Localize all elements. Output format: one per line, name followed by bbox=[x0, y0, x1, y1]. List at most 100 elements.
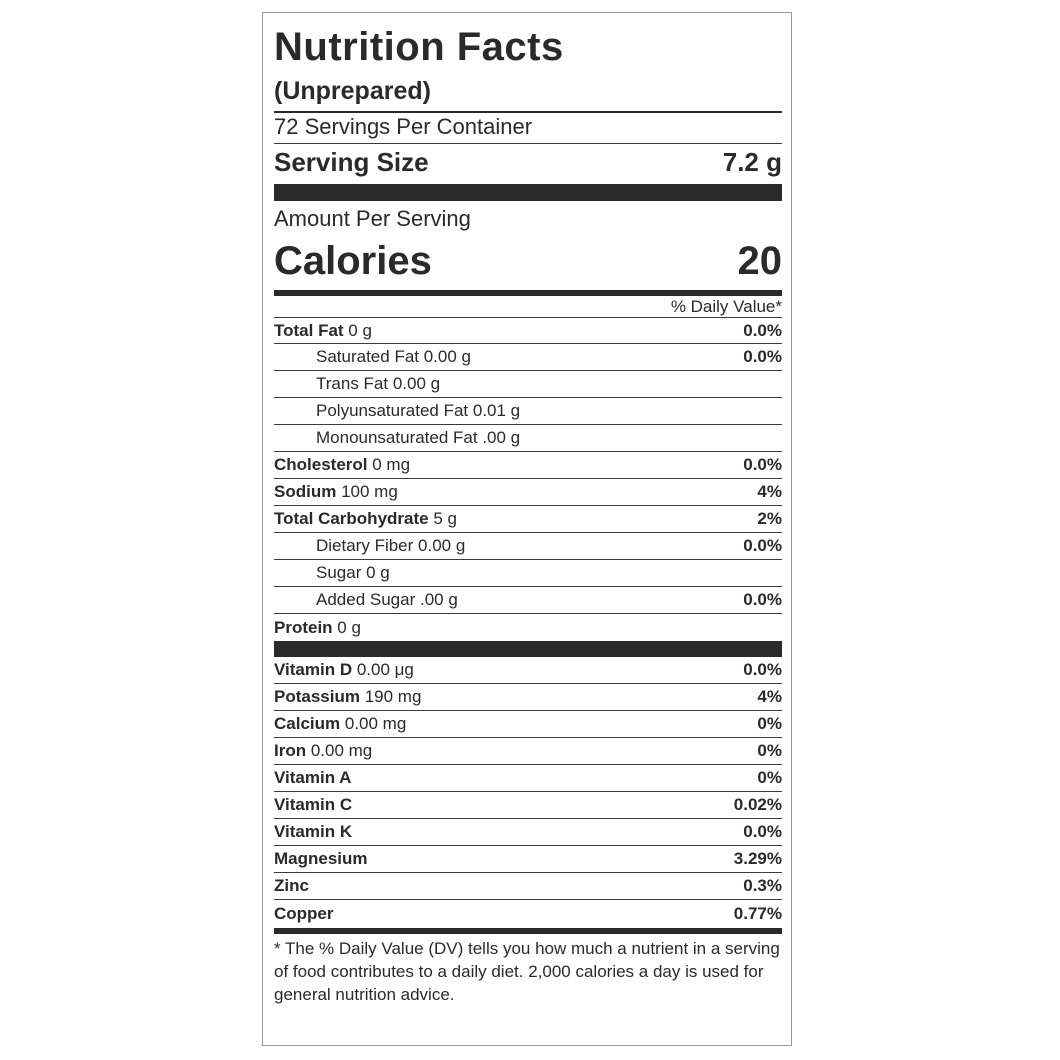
nutrient-name: Vitamin D 0.00 μg bbox=[274, 660, 414, 680]
label-subtitle: (Unprepared) bbox=[274, 77, 431, 105]
nutrient-daily-value: 0.77% bbox=[733, 903, 782, 923]
nutrient-label: Monounsaturated Fat .00 g bbox=[316, 428, 521, 447]
nutrient-daily-value: 4% bbox=[757, 687, 782, 706]
nutrient-label: Polyunsaturated Fat 0.01 g bbox=[316, 401, 521, 420]
nutrient-label: Protein bbox=[274, 617, 333, 637]
nutrient-name: Added Sugar .00 g bbox=[274, 590, 458, 610]
nutrient-name: Vitamin K bbox=[274, 822, 352, 842]
nutrient-daily-value: 2% bbox=[757, 509, 782, 528]
nutrient-daily-value: 0.0% bbox=[743, 347, 782, 366]
nutrient-daily-value: 3.29% bbox=[733, 849, 782, 868]
nutrient-name: Trans Fat 0.00 g bbox=[274, 374, 440, 394]
nutrient-row: Trans Fat 0.00 g bbox=[274, 371, 782, 398]
nutrient-row: Vitamin C 0.02% bbox=[274, 792, 782, 819]
nutrient-name: Vitamin C bbox=[274, 795, 352, 815]
nutrient-name: Copper bbox=[274, 904, 334, 924]
nutrient-label: Cholesterol bbox=[274, 455, 368, 474]
nutrient-label: Calcium bbox=[274, 714, 341, 733]
nutrient-label: Total Carbohydrate bbox=[274, 509, 429, 528]
nutrient-label: Vitamin K bbox=[274, 822, 353, 841]
nutrient-label: Vitamin D bbox=[274, 660, 353, 679]
nutrient-row: Vitamin A 0% bbox=[274, 765, 782, 792]
nutrient-daily-value: 0.0% bbox=[743, 320, 782, 340]
nutrient-name: Sodium 100 mg bbox=[274, 482, 398, 502]
amount-per-serving: Amount Per Serving bbox=[274, 206, 471, 231]
nutrient-amount: 0.00 mg bbox=[340, 714, 407, 733]
nutrient-row: Calcium 0.00 mg 0% bbox=[274, 711, 782, 738]
nutrient-name: Total Fat 0 g bbox=[274, 321, 372, 341]
nutrient-label: Vitamin C bbox=[274, 795, 353, 814]
nutrient-row: Sugar 0 g bbox=[274, 560, 782, 587]
nutrient-amount: 0 mg bbox=[367, 455, 411, 474]
calories-value: 20 bbox=[737, 239, 783, 283]
nutrient-name: Vitamin A bbox=[274, 768, 351, 788]
nutrient-daily-value: 0.02% bbox=[733, 795, 782, 814]
nutrient-row: Saturated Fat 0.00 g 0.0% bbox=[274, 344, 782, 371]
nutrient-amount: 0.00 mg bbox=[306, 741, 373, 760]
nutrient-name: Saturated Fat 0.00 g bbox=[274, 347, 471, 367]
divider bbox=[274, 143, 782, 144]
nutrient-daily-value: 0% bbox=[757, 741, 782, 760]
medium-bar bbox=[274, 290, 782, 296]
nutrient-amount: 100 mg bbox=[336, 482, 398, 501]
nutrient-amount: 190 mg bbox=[359, 687, 422, 706]
nutrient-name: Zinc bbox=[274, 876, 309, 896]
vitamin-table: Vitamin D 0.00 μg 0.0% Potassium 190 mg 4% C… bbox=[274, 657, 782, 927]
nutrient-row: Total Fat 0 g 0.0% bbox=[274, 317, 782, 344]
nutrient-amount: 5 g bbox=[428, 509, 457, 528]
nutrient-name: Magnesium bbox=[274, 849, 368, 869]
serving-size-value: 7.2 g bbox=[722, 147, 782, 177]
nutrient-label: Zinc bbox=[274, 876, 309, 895]
nutrient-row: Dietary Fiber 0.00 g 0.0% bbox=[274, 533, 782, 560]
nutrition-facts-label: Nutrition Facts (Unprepared) 72 Servings… bbox=[262, 12, 792, 1046]
nutrient-name: Monounsaturated Fat .00 g bbox=[274, 428, 520, 448]
nutrient-label: Copper bbox=[274, 903, 334, 923]
nutrient-label: Sodium bbox=[274, 482, 337, 501]
nutrient-row: Total Carbohydrate 5 g 2% bbox=[274, 506, 782, 533]
nutrient-table: Total Fat 0 g 0.0% Saturated Fat 0.00 g 0.0… bbox=[274, 317, 782, 641]
heavy-bar bbox=[274, 184, 782, 201]
vitamin-bar bbox=[274, 641, 782, 657]
nutrient-daily-value: 0% bbox=[757, 714, 782, 733]
nutrient-row: Added Sugar .00 g 0.0% bbox=[274, 587, 782, 614]
nutrient-label: Magnesium bbox=[274, 849, 368, 868]
nutrient-daily-value: 0.0% bbox=[743, 822, 782, 841]
nutrient-label: Potassium bbox=[274, 687, 360, 706]
nutrient-name: Total Carbohydrate 5 g bbox=[274, 509, 457, 529]
nutrient-label: Iron bbox=[274, 741, 307, 760]
nutrient-name: Dietary Fiber 0.00 g bbox=[274, 536, 465, 556]
daily-value-header: % Daily Value* bbox=[670, 297, 782, 316]
nutrient-name: Iron 0.00 mg bbox=[274, 741, 372, 761]
footnote: * The % Daily Value (DV) tells you how m… bbox=[274, 939, 780, 1004]
nutrient-daily-value: 0.0% bbox=[743, 590, 782, 609]
nutrient-row: Cholesterol 0 mg 0.0% bbox=[274, 452, 782, 479]
label-inner: Nutrition Facts (Unprepared) 72 Servings… bbox=[274, 13, 782, 1006]
nutrient-label: Saturated Fat 0.00 g bbox=[316, 347, 471, 366]
nutrient-row: Copper 0.77% bbox=[274, 900, 782, 927]
serving-size-label: Serving Size bbox=[274, 147, 429, 177]
nutrient-row: Iron 0.00 mg 0% bbox=[274, 738, 782, 765]
nutrient-label: Vitamin A bbox=[274, 768, 352, 787]
nutrient-label: Sugar 0 g bbox=[316, 563, 390, 582]
nutrient-label: Trans Fat 0.00 g bbox=[316, 374, 441, 393]
nutrient-row: Monounsaturated Fat .00 g bbox=[274, 425, 782, 452]
footnote-bar bbox=[274, 928, 782, 934]
nutrient-row: Sodium 100 mg 4% bbox=[274, 479, 782, 506]
nutrient-name: Polyunsaturated Fat 0.01 g bbox=[274, 401, 520, 421]
nutrient-daily-value: 4% bbox=[757, 482, 782, 501]
nutrient-daily-value: 0.3% bbox=[743, 876, 782, 895]
label-title: Nutrition Facts bbox=[274, 25, 564, 69]
nutrient-amount: 0 g bbox=[343, 320, 372, 340]
nutrient-daily-value: 0.0% bbox=[743, 660, 782, 679]
nutrient-amount: 0.00 μg bbox=[352, 660, 414, 679]
divider bbox=[274, 111, 782, 113]
serving-size-row: Serving Size 7.2 g bbox=[274, 144, 782, 180]
nutrient-name: Potassium 190 mg bbox=[274, 687, 421, 707]
nutrient-daily-value: 0.0% bbox=[743, 536, 782, 555]
nutrient-row: Zinc 0.3% bbox=[274, 873, 782, 900]
nutrient-name: Protein 0 g bbox=[274, 618, 361, 638]
nutrient-name: Sugar 0 g bbox=[274, 563, 390, 583]
nutrient-row: Vitamin D 0.00 μg 0.0% bbox=[274, 657, 782, 684]
nutrient-row: Vitamin K 0.0% bbox=[274, 819, 782, 846]
nutrient-daily-value: 0.0% bbox=[743, 455, 782, 474]
